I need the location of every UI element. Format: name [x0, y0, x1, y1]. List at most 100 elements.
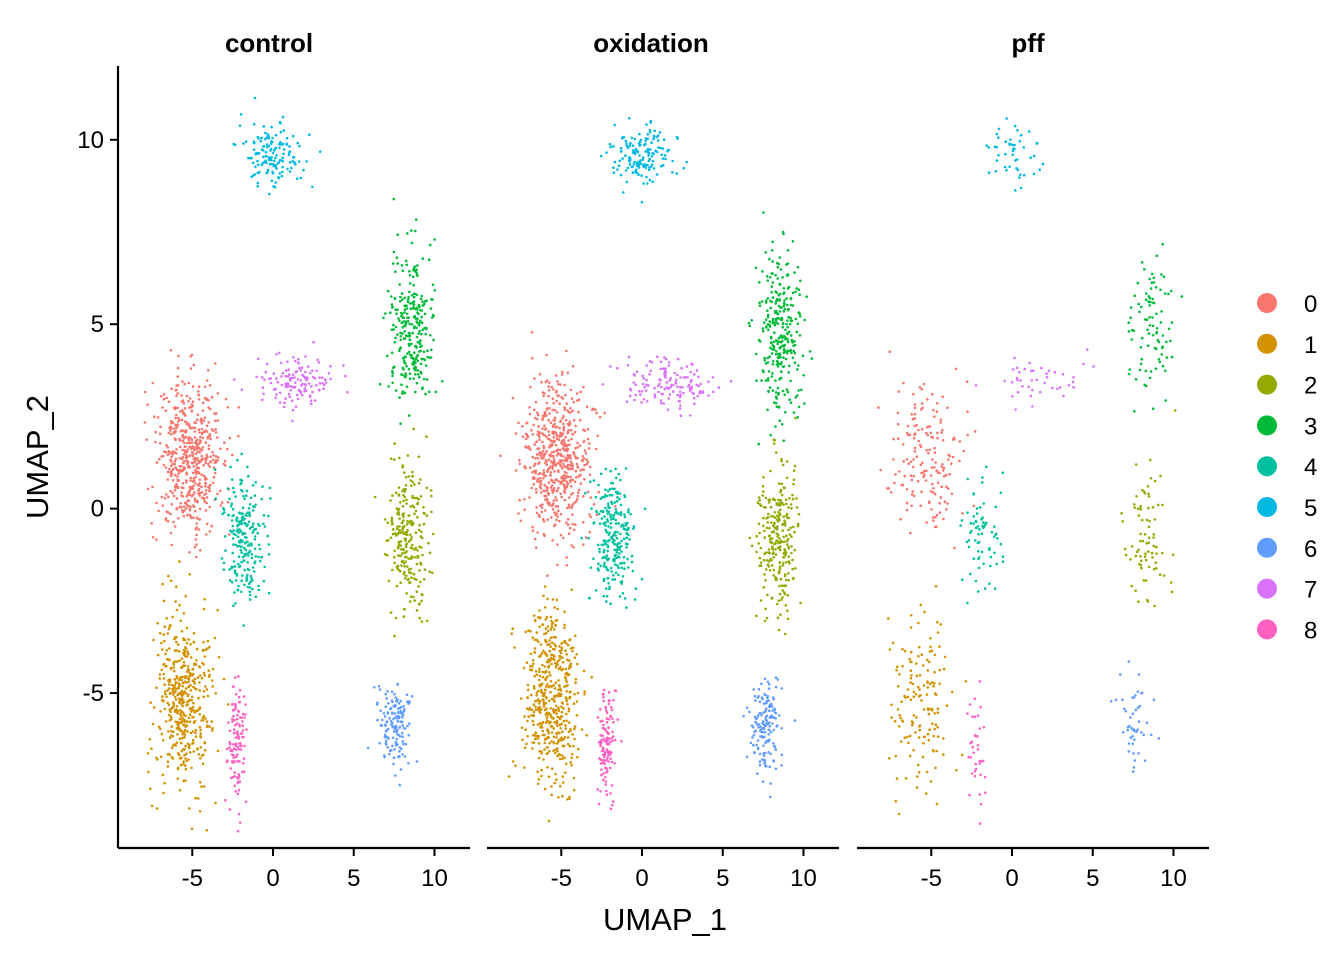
data-point [266, 168, 270, 172]
data-point [802, 374, 805, 377]
data-point [404, 476, 408, 479]
data-point [763, 356, 766, 360]
data-point [924, 431, 928, 435]
data-point [753, 694, 757, 698]
data-point [422, 377, 426, 381]
data-point [934, 766, 937, 770]
data-point [262, 125, 266, 128]
data-point [254, 503, 257, 507]
data-point [208, 725, 211, 728]
data-point [602, 579, 606, 583]
data-point [729, 379, 733, 383]
data-point [192, 685, 195, 689]
data-point [194, 509, 197, 513]
data-point [293, 386, 296, 389]
data-point [186, 436, 190, 440]
data-point [258, 170, 261, 174]
data-point [270, 159, 273, 162]
data-point [173, 525, 177, 528]
data-point [403, 577, 407, 580]
data-point [635, 370, 639, 374]
data-point [559, 433, 562, 436]
data-point [158, 677, 162, 680]
data-point [617, 512, 620, 516]
data-point [401, 505, 405, 508]
data-point [174, 484, 178, 487]
data-point [665, 381, 669, 384]
data-point [275, 154, 279, 157]
data-point [788, 533, 792, 536]
data-point [685, 365, 689, 368]
data-point [276, 162, 280, 165]
data-point [183, 509, 186, 512]
data-point [537, 513, 541, 517]
data-point [555, 489, 559, 493]
data-point [384, 730, 388, 733]
data-point [420, 592, 424, 596]
data-point [783, 573, 787, 576]
data-point [324, 381, 328, 384]
data-point [944, 485, 948, 489]
data-point [185, 495, 189, 498]
data-point [164, 720, 168, 723]
data-point [585, 405, 589, 409]
data-point [424, 332, 428, 336]
data-point [669, 385, 672, 389]
data-point [386, 727, 390, 731]
data-point [410, 294, 414, 297]
data-point [600, 741, 603, 744]
data-point [556, 750, 559, 753]
data-point [264, 155, 268, 158]
data-point [292, 156, 296, 159]
data-point [402, 572, 406, 576]
data-point [917, 428, 920, 432]
data-point [184, 764, 187, 767]
data-point [208, 645, 211, 649]
data-point [216, 419, 220, 422]
data-point [389, 707, 392, 711]
data-point [699, 382, 702, 386]
data-point [608, 690, 611, 694]
data-point [796, 322, 800, 326]
data-point [403, 374, 407, 378]
data-point [258, 524, 261, 527]
data-point [667, 364, 671, 367]
data-point [396, 262, 400, 265]
data-point [765, 616, 769, 620]
data-point [239, 512, 242, 515]
data-point [555, 742, 559, 745]
data-point [889, 491, 893, 494]
data-point [545, 353, 548, 357]
data-point [408, 269, 411, 273]
data-point [607, 731, 610, 735]
data-point [265, 362, 269, 366]
data-point [762, 524, 765, 528]
data-point [545, 752, 549, 756]
data-point [270, 125, 273, 129]
data-point [171, 615, 174, 619]
data-point [233, 571, 237, 575]
data-point [299, 176, 303, 180]
data-point [760, 300, 764, 303]
data-point [182, 505, 186, 508]
data-point [558, 435, 562, 438]
data-point [251, 525, 254, 528]
data-point [623, 567, 626, 570]
data-point [531, 741, 534, 744]
data-point [973, 430, 977, 433]
data-point [187, 638, 191, 641]
data-point [291, 373, 295, 377]
data-point [791, 567, 794, 571]
data-point [780, 482, 784, 486]
data-point [400, 521, 404, 525]
data-point [696, 395, 699, 398]
data-point [246, 573, 249, 577]
data-point [214, 455, 218, 458]
data-point [770, 249, 774, 252]
data-point [531, 747, 534, 750]
data-point [652, 137, 655, 141]
data-point [191, 454, 195, 458]
data-point [233, 760, 237, 763]
data-point [410, 323, 414, 326]
data-point [594, 408, 597, 412]
